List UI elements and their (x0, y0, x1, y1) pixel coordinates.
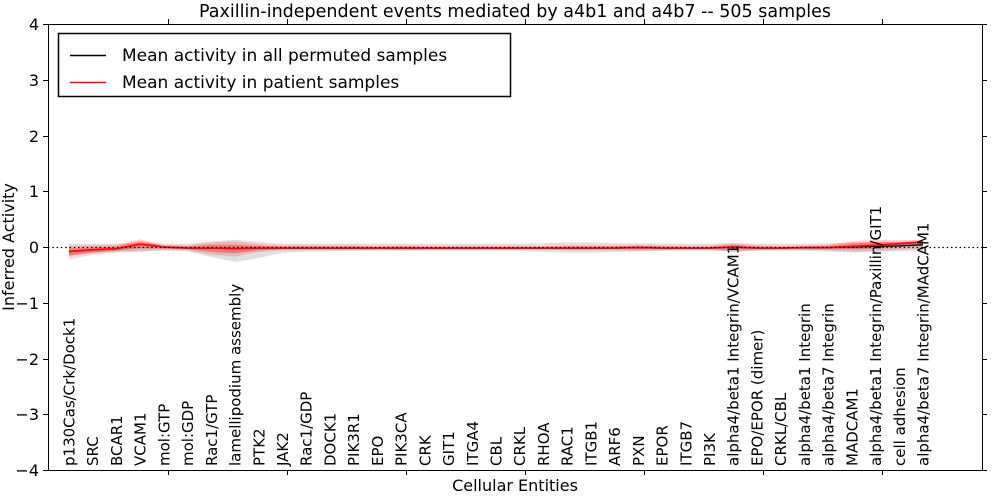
legend-label-permuted: Mean activity in all permuted samples (122, 46, 447, 66)
y-tick-label: 2 (29, 127, 39, 146)
x-category-label: alpha4/beta7 Integrin/MAdCAM1 (915, 223, 933, 466)
x-category-label: PIK3CA (393, 412, 411, 466)
x-category-label: EPO (369, 436, 387, 466)
x-category-labels: p130Cas/Crk/Dock1 SRC BCAR1 VCAM1 mol:GTP mol… (61, 206, 933, 467)
x-axis-title: Cellular Entities (452, 476, 578, 495)
x-category-label: lamellipodium assembly (227, 284, 245, 466)
x-category-label: PIK3R1 (345, 413, 363, 466)
y-tick-label: −2 (15, 350, 39, 369)
x-category-label: SRC (84, 436, 102, 466)
x-category-label: PXN (630, 435, 648, 466)
x-category-label: RHOA (535, 422, 553, 466)
y-tick-label: 3 (29, 71, 39, 90)
x-category-label: PTK2 (250, 428, 268, 466)
x-category-label: EPOR (654, 425, 672, 466)
x-category-label: CRKL (511, 426, 529, 466)
y-tick-label: 1 (29, 182, 39, 201)
x-category-label: p130Cas/Crk/Dock1 (61, 318, 79, 466)
x-category-label: RAC1 (559, 426, 577, 466)
x-category-label: alpha4/beta1 Integrin/VCAM1 (725, 245, 743, 466)
x-category-label: alpha4/beta1 Integrin/Paxillin/GIT1 (867, 206, 885, 466)
x-category-label: cell adhesion (891, 367, 909, 466)
x-category-label: MADCAM1 (843, 388, 861, 466)
series-lines (48, 241, 982, 253)
x-category-label: alpha4/beta7 Integrin (820, 303, 838, 466)
y-axis-title: Inferred Activity (0, 183, 18, 311)
chart-title: Paxillin-independent events mediated by … (199, 2, 831, 22)
y-tick-label: −4 (15, 461, 39, 480)
x-category-label: JAK2 (274, 432, 292, 467)
x-category-label: Rac1/GTP (203, 395, 221, 466)
x-category-label: mol:GTP (155, 404, 173, 466)
legend-box (57, 32, 512, 98)
y-tick-label: −1 (15, 294, 39, 313)
x-category-label: ITGB1 (582, 421, 600, 466)
x-category-label: CBL (488, 436, 506, 466)
patient-samples-spread-band-outer (69, 239, 923, 260)
x-category-label: ITGB7 (677, 421, 695, 466)
patient-mean-line (68, 241, 924, 253)
y-tick-label: −3 (15, 405, 39, 424)
x-category-label: CRKL/CBL (772, 392, 790, 466)
x-category-label: ARF6 (606, 427, 624, 466)
x-category-label: mol:GDP (179, 401, 197, 466)
x-category-label: ITGA4 (464, 421, 482, 466)
x-category-label: DOCK1 (321, 413, 339, 466)
x-category-label: CRK (416, 434, 434, 466)
legend: Mean activity in all permuted samples Me… (57, 32, 512, 98)
y-tick-label: 0 (29, 238, 39, 257)
x-category-label: GIT1 (440, 431, 458, 466)
x-category-label: VCAM1 (132, 413, 150, 466)
permuted-samples-spread-band (69, 239, 923, 263)
axes: 4 3 2 1 0 −1 −2 −3 −4 (15, 15, 987, 480)
x-category-label: EPO/EPOR (dimer) (748, 330, 766, 466)
x-category-label: Rac1/GDP (298, 392, 316, 466)
x-category-label: PI3K (701, 432, 719, 466)
y-tick-label: 4 (29, 15, 39, 34)
legend-label-patient: Mean activity in patient samples (122, 73, 399, 93)
x-category-label: BCAR1 (108, 415, 126, 466)
x-category-label: alpha4/beta1 Integrin (796, 303, 814, 466)
